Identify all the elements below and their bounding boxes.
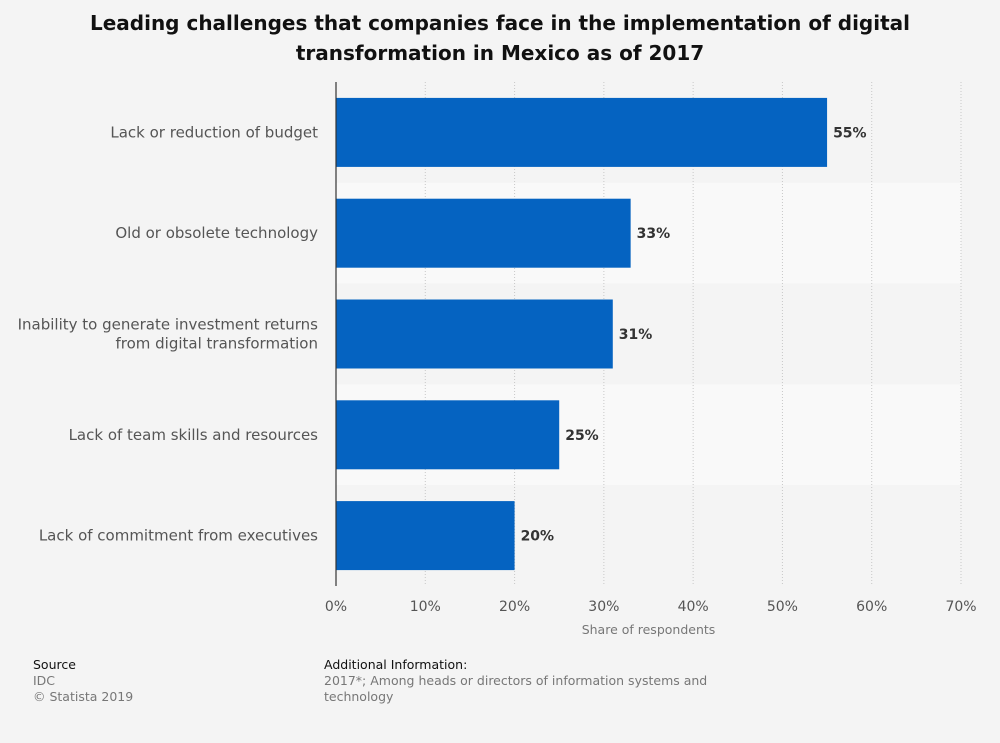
x-tick-label: 30% [588,599,619,615]
x-tick-label: 60% [856,599,887,615]
bar [336,299,613,369]
x-axis-title: Share of respondents [582,622,716,637]
value-label: 31% [619,327,653,343]
source-name: IDC [33,673,56,688]
category-label: Lack or reduction of budget [110,123,318,141]
additional-info-block: Additional Information: 2017*; Among hea… [324,657,707,705]
category-label: Old or obsolete technology [115,224,318,242]
category-label: Lack of team skills and resources [69,426,319,444]
x-tick-label: 20% [499,599,530,615]
x-tick-label: 70% [945,599,976,615]
bar [336,198,631,268]
bar [336,501,515,571]
chart-title-line-2: transformation in Mexico as of 2017 [295,41,705,65]
additional-info-line-1: 2017*; Among heads or directors of infor… [324,673,708,688]
value-label: 20% [521,529,555,545]
additional-info-line-2: technology [324,689,394,704]
additional-info-heading: Additional Information: [324,657,468,672]
bar [336,400,560,470]
x-tick-label: 40% [678,599,709,615]
bar-chart: 55% Lack or reduction of budget 33% Old or … [18,82,977,637]
source-block: Source IDC © Statista 2019 [33,657,133,705]
bar [336,97,828,167]
x-tick-label: 10% [410,599,441,615]
chart-title-line-1: Leading challenges that companies face i… [89,11,911,35]
category-label: Lack of commitment from executives [39,527,318,545]
category-label: Inability to generate investment returns… [18,316,319,353]
source-heading: Source [33,657,76,672]
value-label: 25% [565,428,599,444]
value-label: 55% [833,125,867,141]
chart-title: Leading challenges that companies face i… [30,8,970,68]
x-tick-label: 50% [767,599,798,615]
x-tick-label: 0% [325,599,347,615]
value-label: 33% [637,226,671,242]
copyright: © Statista 2019 [33,689,134,704]
